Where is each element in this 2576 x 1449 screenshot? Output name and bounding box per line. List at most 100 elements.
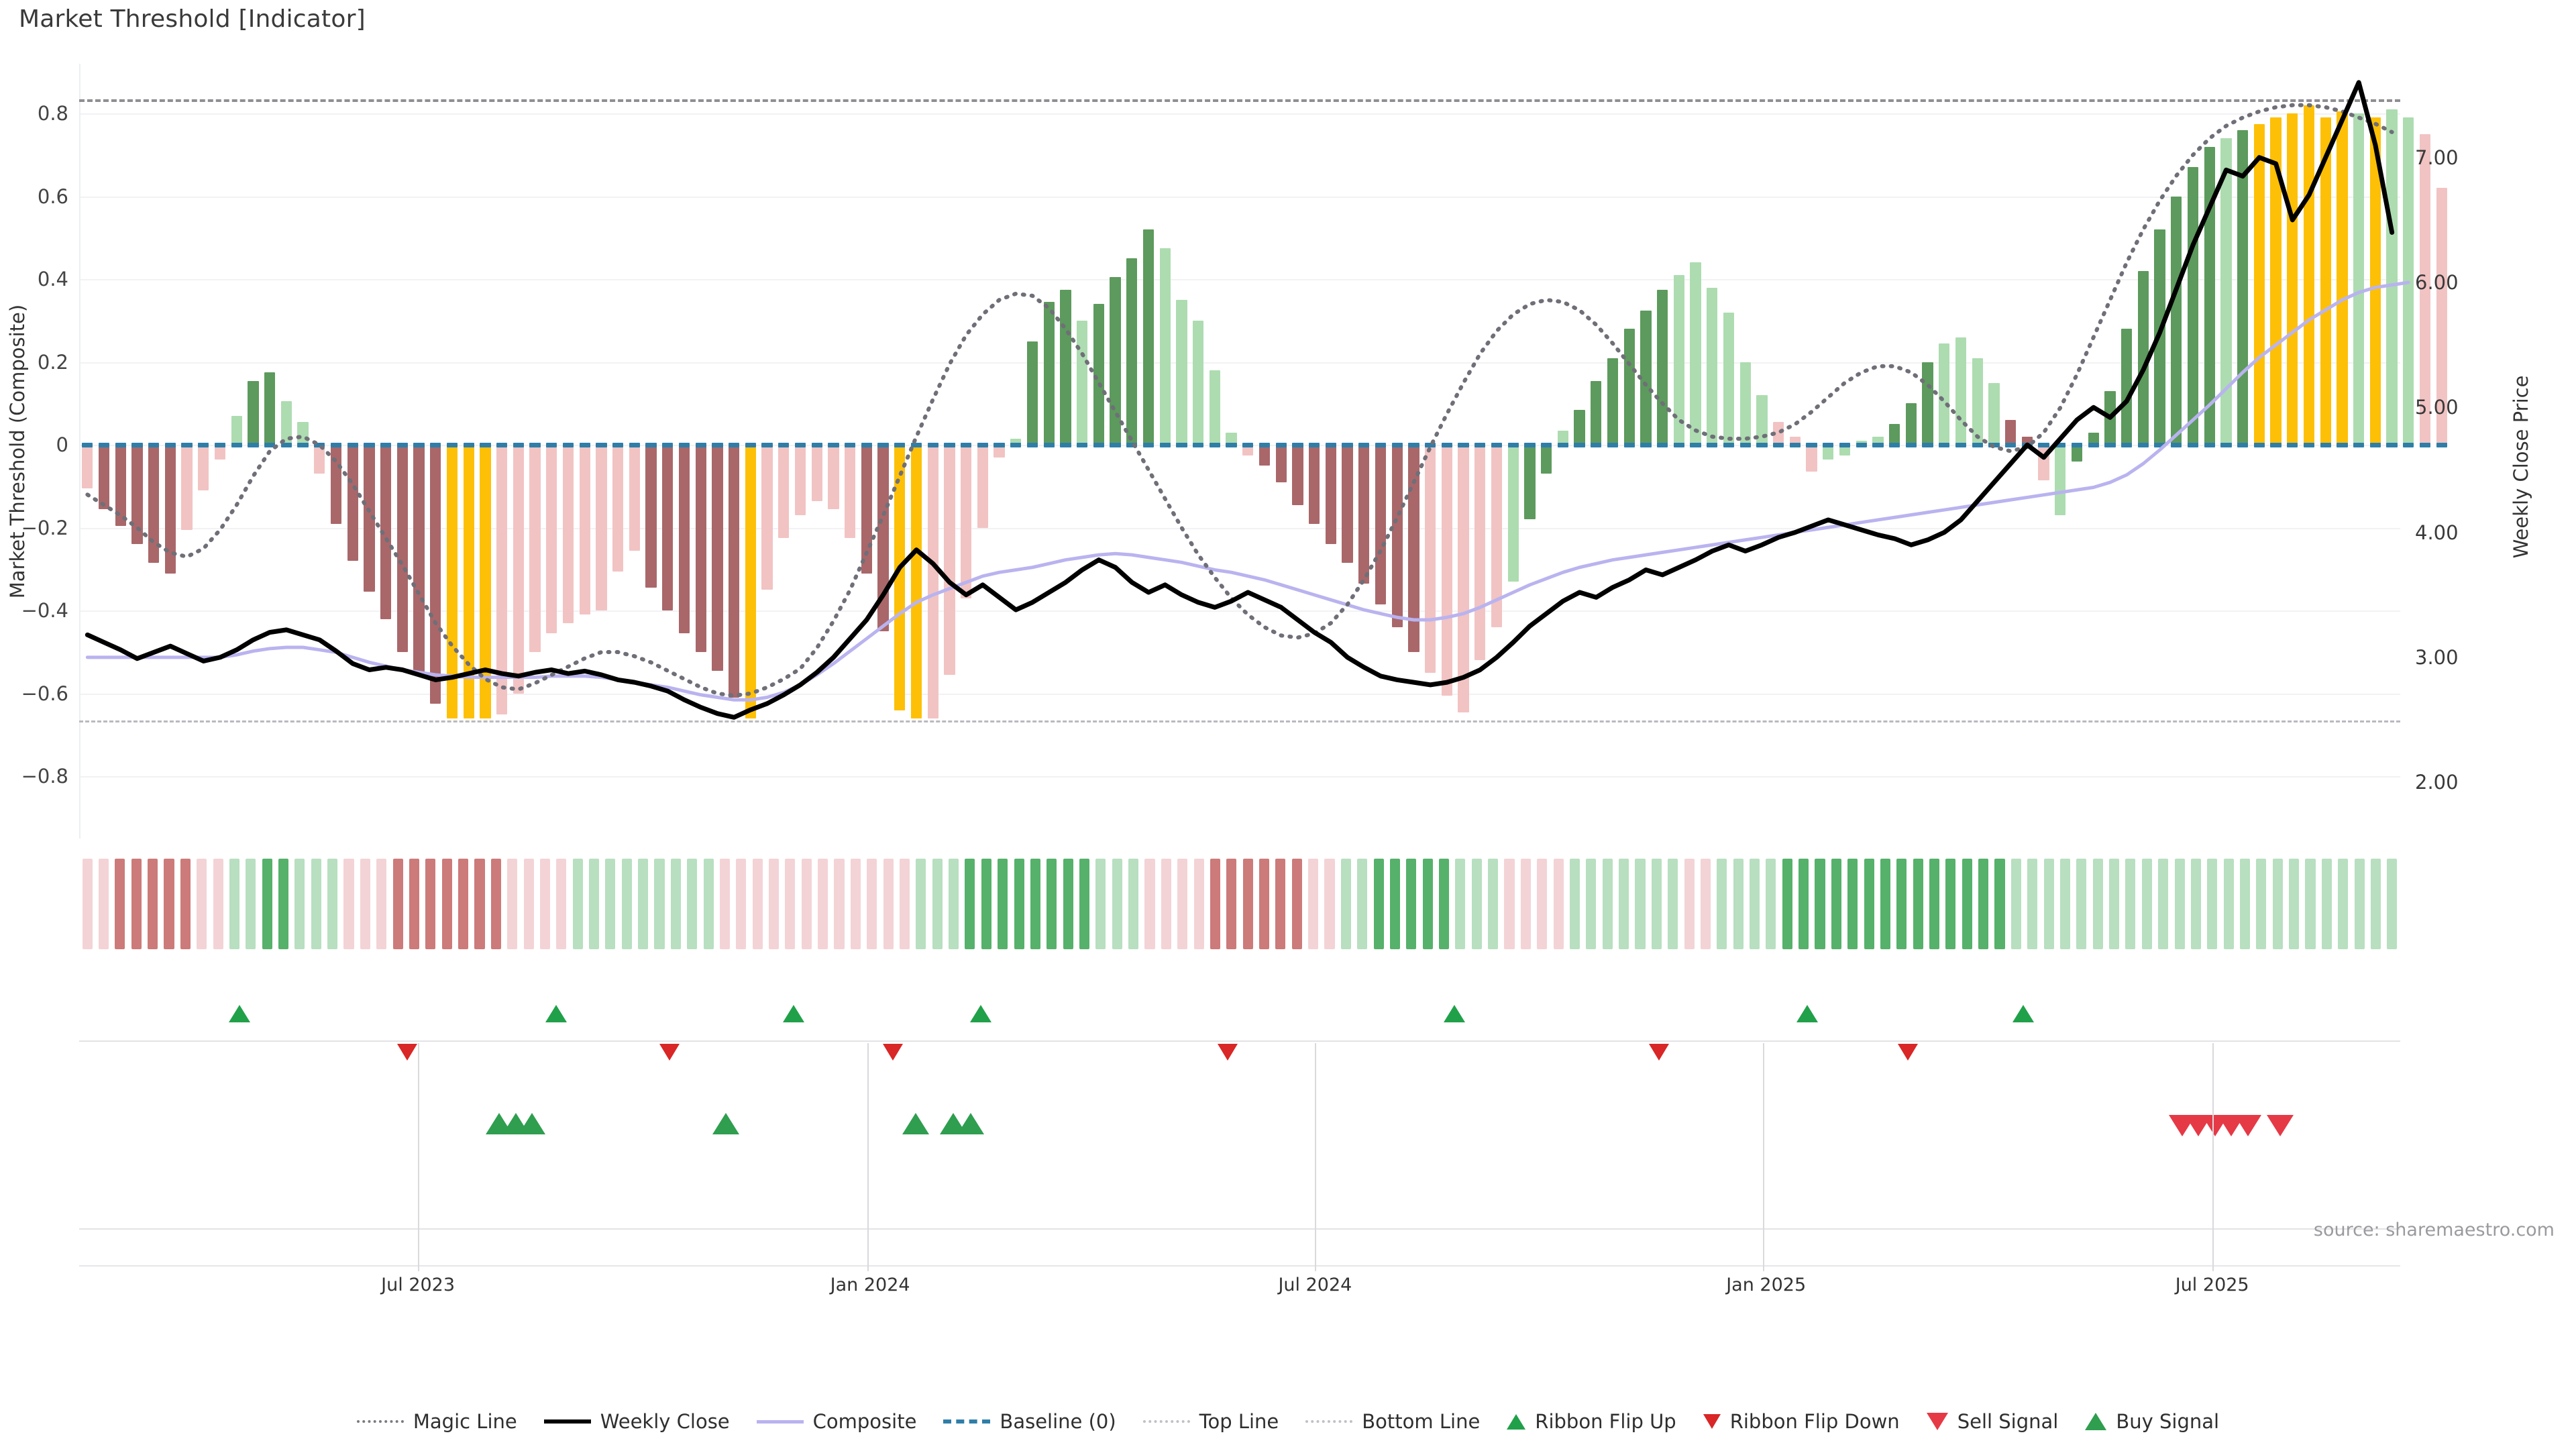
ribbon-cell: [1569, 859, 1580, 949]
histogram-bar: [1806, 445, 1817, 472]
baseline-cap: [695, 443, 706, 448]
ribbon-cell: [1340, 859, 1351, 949]
baseline-cap: [214, 443, 226, 448]
histogram-bar: [1739, 362, 1751, 445]
legend-item[interactable]: Magic Line: [356, 1410, 517, 1433]
histogram-bar: [1839, 445, 1851, 455]
x-axis-tick-label: Jul 2024: [1278, 1275, 1352, 1295]
source-credit: source: sharemaestro.com: [2313, 1220, 2555, 1240]
baseline-cap: [1905, 443, 1917, 448]
ribbon-cell: [2125, 859, 2136, 949]
legend-item[interactable]: Weekly Close: [543, 1410, 730, 1433]
ribbon-cell: [1864, 859, 1874, 949]
baseline-cap: [2005, 443, 2017, 448]
baseline-cap: [1939, 443, 1950, 448]
x-axis-rule: [79, 1265, 2400, 1267]
baseline-cap: [380, 443, 392, 448]
ribbon-cell: [539, 859, 550, 949]
baseline-cap: [977, 443, 989, 448]
histogram-bar: [1541, 445, 1552, 474]
baseline-cap: [1226, 443, 1237, 448]
ribbon-cell: [949, 859, 959, 949]
x-tick-line: [1763, 1043, 1765, 1271]
histogram-bar: [1391, 445, 1403, 627]
ribbon-cell: [1553, 859, 1564, 949]
legend-item[interactable]: Ribbon Flip Up: [1507, 1410, 1676, 1433]
legend-swatch-icon: [2085, 1413, 2107, 1430]
right-axis-tick: 3.00: [2415, 645, 2459, 669]
ribbon-cell: [1684, 859, 1695, 949]
histogram-bar: [778, 445, 790, 539]
ribbon-cell: [1046, 859, 1057, 949]
baseline-cap: [1591, 443, 1602, 448]
baseline-cap: [678, 443, 690, 448]
ribbon-cell: [769, 859, 780, 949]
ribbon-cell: [834, 859, 845, 949]
legend-item[interactable]: Bottom Line: [1305, 1410, 1480, 1433]
baseline-cap: [596, 443, 607, 448]
gridline: [79, 196, 2400, 198]
baseline-cap: [927, 443, 938, 448]
baseline-cap: [1823, 443, 1834, 448]
ribbon-cell: [180, 859, 191, 949]
ribbon-cell: [1177, 859, 1188, 949]
page-title: Market Threshold [Indicator]: [19, 5, 366, 33]
ribbon-cell: [687, 859, 698, 949]
baseline-cap: [1574, 443, 1585, 448]
baseline-cap: [1955, 443, 1967, 448]
legend-item[interactable]: Buy Signal: [2085, 1410, 2219, 1433]
buy-signal-marker: [957, 1113, 984, 1134]
ribbon-cell: [932, 859, 943, 949]
ribbon-cell: [262, 859, 272, 949]
ribbon-cell: [2010, 859, 2021, 949]
legend-item[interactable]: Baseline (0): [943, 1410, 1116, 1433]
histogram-bar: [662, 445, 674, 611]
ribbon-cell: [409, 859, 420, 949]
histogram-bar: [248, 380, 259, 445]
histogram-bar: [1275, 445, 1287, 482]
histogram-bar: [1142, 229, 1155, 445]
histogram-bar: [1773, 422, 1784, 445]
legend-item[interactable]: Sell Signal: [1926, 1410, 2058, 1433]
histogram-bar: [612, 445, 624, 572]
histogram-bar: [231, 416, 242, 445]
histogram-bar: [131, 445, 143, 545]
sell-signal-marker: [2267, 1115, 2294, 1136]
baseline-cap: [1922, 443, 1933, 448]
ribbon-cell: [1831, 859, 1841, 949]
histogram-bar: [745, 445, 757, 718]
histogram-bar: [729, 445, 740, 698]
ribbon-cell: [1700, 859, 1711, 949]
x-tick-line: [867, 1043, 869, 1271]
ribbon-cell: [1717, 859, 1727, 949]
legend-item[interactable]: Ribbon Flip Down: [1703, 1410, 1900, 1433]
histogram-bar: [2021, 436, 2033, 445]
gridline: [79, 527, 2400, 529]
histogram-bar: [1309, 445, 1320, 524]
histogram-bar: [794, 445, 806, 516]
histogram-bar: [1375, 445, 1387, 605]
ribbon-cell: [899, 859, 910, 949]
histogram-bar: [579, 445, 590, 615]
histogram-bar: [811, 445, 822, 501]
histogram-bar: [1026, 341, 1038, 445]
histogram-bar: [1889, 424, 1900, 445]
ribbon-cell: [1275, 859, 1286, 949]
histogram-bar: [1043, 302, 1055, 445]
right-axis-tick: 6.00: [2415, 271, 2459, 294]
ribbon-cell: [2043, 859, 2054, 949]
histogram-bar: [148, 445, 160, 564]
baseline-cap: [2369, 443, 2381, 448]
ribbon-cell: [2305, 859, 2316, 949]
ribbon-cell: [2027, 859, 2038, 949]
baseline-cap: [2436, 443, 2447, 448]
legend-item[interactable]: Top Line: [1142, 1410, 1279, 1433]
legend-item[interactable]: Composite: [756, 1410, 916, 1433]
baseline-cap: [2403, 443, 2414, 448]
baseline-cap: [1889, 443, 1900, 448]
histogram-bar: [1557, 430, 1569, 445]
ribbon-cell: [801, 859, 812, 949]
x-axis-tick-label: Jan 2024: [830, 1275, 910, 1295]
ribbon-cell: [1962, 859, 1972, 949]
ribbon-flip-up-marker: [782, 1005, 804, 1022]
